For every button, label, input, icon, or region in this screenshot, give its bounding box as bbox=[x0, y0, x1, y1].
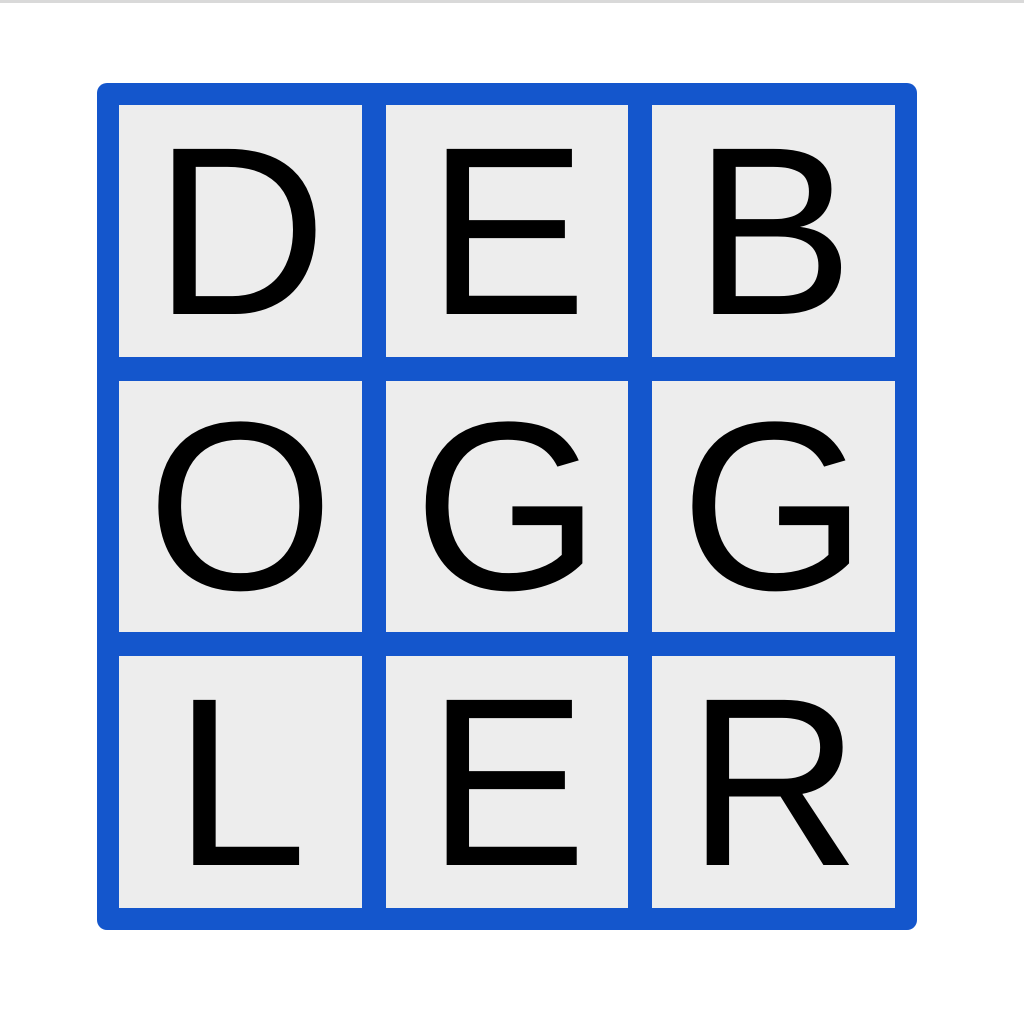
tile-r3-c2[interactable]: E bbox=[385, 656, 629, 908]
tile-r3-c1[interactable]: L bbox=[119, 656, 362, 908]
tile-r2-c2[interactable]: G bbox=[385, 380, 629, 633]
tile-r1-c2[interactable]: E bbox=[385, 105, 629, 357]
tile-r3-c3[interactable]: R bbox=[652, 656, 895, 908]
tile-r2-c3[interactable]: G bbox=[652, 380, 895, 633]
tile-r1-c3[interactable]: B bbox=[652, 105, 895, 357]
tile-r2-c1[interactable]: O bbox=[119, 380, 362, 633]
letter-grid: D E B O G G L E R bbox=[97, 83, 917, 930]
top-divider bbox=[0, 0, 1024, 3]
tile-r1-c1[interactable]: D bbox=[119, 105, 362, 357]
